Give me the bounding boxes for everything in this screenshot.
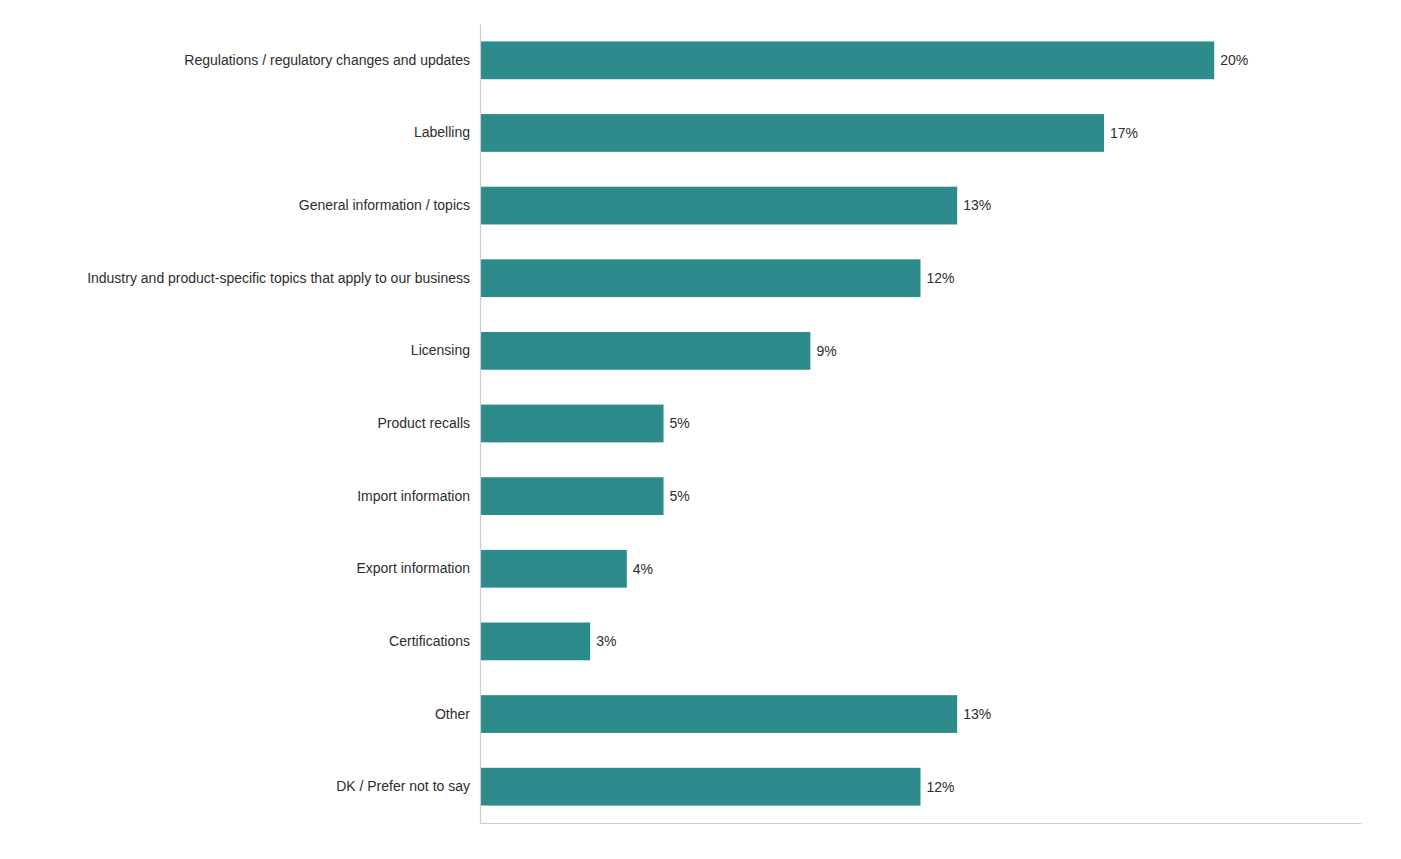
y-tick: Import information: [357, 488, 480, 504]
data-label: 3%: [596, 633, 616, 649]
data-label: 13%: [963, 197, 991, 213]
chart-container: Regulations / regulatory changes and upd…: [0, 0, 1401, 859]
data-label: 12%: [927, 779, 955, 795]
bar: [480, 332, 810, 370]
bar: [480, 405, 664, 443]
bar: [480, 550, 627, 588]
category-label: Other: [435, 706, 470, 722]
data-label: 17%: [1110, 125, 1138, 141]
y-tick: Regulations / regulatory changes and upd…: [184, 52, 480, 68]
data-label: 12%: [927, 270, 955, 286]
data-label: 9%: [816, 343, 836, 359]
bar: [480, 768, 921, 806]
y-tick: General information / topics: [299, 197, 480, 213]
category-label: Export information: [356, 560, 470, 576]
bar: [480, 259, 921, 297]
bar: [480, 477, 664, 515]
category-label: Certifications: [389, 633, 470, 649]
x-axis-line: [481, 823, 1362, 824]
chart-svg: Regulations / regulatory changes and upd…: [0, 0, 1401, 859]
y-tick: Certifications: [389, 633, 480, 649]
category-label: Industry and product-specific topics tha…: [87, 270, 470, 286]
category-label: Regulations / regulatory changes and upd…: [184, 52, 470, 68]
data-label: 4%: [633, 561, 653, 577]
y-axis: Regulations / regulatory changes and upd…: [87, 25, 480, 824]
y-tick: Industry and product-specific topics tha…: [87, 270, 480, 286]
data-labels: 20% 17% 13% 12% 9% 5% 5% 4% 3% 13% 12%: [596, 52, 1248, 794]
y-tick: Export information: [356, 560, 480, 576]
bar: [480, 695, 957, 733]
y-tick: Product recalls: [377, 415, 480, 431]
category-label: General information / topics: [299, 197, 470, 213]
y-tick: Licensing: [411, 342, 480, 358]
data-label: 5%: [670, 415, 690, 431]
y-tick: DK / Prefer not to say: [336, 778, 480, 794]
data-label: 13%: [963, 706, 991, 722]
bar: [480, 623, 590, 661]
y-tick: Labelling: [414, 124, 480, 140]
x-axis: [481, 823, 1362, 824]
y-axis-line: [480, 25, 481, 824]
category-label: Product recalls: [377, 415, 470, 431]
y-tick: Other: [435, 706, 480, 722]
plot-area: Regulations / regulatory changes and upd…: [87, 25, 1361, 824]
bar: [480, 114, 1104, 152]
bars: [480, 41, 1214, 805]
category-label: Import information: [357, 488, 470, 504]
category-label: Licensing: [411, 342, 470, 358]
bar: [480, 41, 1214, 79]
category-label: Labelling: [414, 124, 470, 140]
data-label: 5%: [670, 488, 690, 504]
category-label: DK / Prefer not to say: [336, 778, 470, 794]
bar: [480, 187, 957, 225]
data-label: 20%: [1220, 52, 1248, 68]
